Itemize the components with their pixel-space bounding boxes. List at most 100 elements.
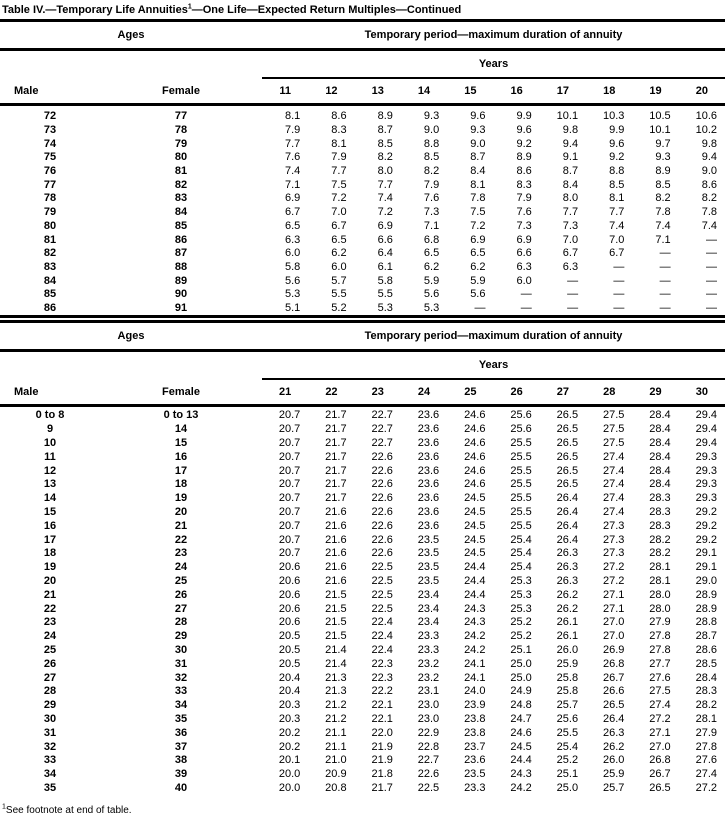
multiple-value: 21.5 [325, 588, 347, 601]
multiple-value: 24.3 [464, 616, 486, 629]
multiple-value: 27.1 [602, 602, 625, 615]
multiple-value: 23.6 [417, 423, 440, 436]
multiple-value: 25.5 [510, 464, 532, 477]
multiple-value: 22.7 [371, 423, 393, 436]
multiple-value: 21.7 [325, 450, 347, 463]
multiple-value: 6.7 [285, 206, 301, 219]
multiple-value: 26.3 [556, 561, 579, 574]
multiple-value: — [706, 260, 718, 273]
multiple-value: 26.0 [556, 643, 579, 656]
multiple-value: 5.1 [285, 301, 301, 314]
multiple-value: 7.9 [331, 151, 347, 164]
multiple-value: 25.3 [510, 588, 532, 601]
female-age: 23 [174, 547, 188, 560]
male-age: 0 to 8 [35, 409, 65, 422]
multiple-value: 25.8 [556, 671, 579, 684]
multiple-value: 22.3 [371, 657, 393, 670]
multiple-value: 7.8 [655, 206, 671, 219]
multiple-value: 9.2 [609, 151, 625, 164]
multiple-value: — [659, 301, 671, 314]
female-age: 31 [174, 657, 188, 670]
multiple-value: 9.7 [655, 137, 671, 150]
multiple-value: 28.9 [695, 602, 718, 615]
multiple-value: 20.6 [278, 574, 301, 587]
male-age: 19 [43, 561, 57, 574]
multiple-value: 20.7 [278, 409, 301, 422]
multiple-value: — [520, 301, 532, 314]
multiple-value: 29.0 [695, 574, 718, 587]
multiple-value: 22.1 [371, 712, 393, 725]
male-age: 20 [43, 574, 57, 587]
table-row: 82 87 6.0 6.2 6.4 6.5 6.5 6.6 6.7 6.7 — — [0, 247, 725, 261]
multiple-value: 23.2 [417, 671, 440, 684]
multiple-value: 23.1 [417, 685, 440, 698]
table-row: 0 to 8 0 to 13 20.7 21.7 22.7 23.6 24.6 25.6 26.… [0, 406, 725, 423]
column-header-year: 24 [417, 386, 431, 398]
multiple-value: 9.2 [516, 137, 532, 150]
multiple-value: 28.4 [649, 478, 671, 491]
multiple-value: 8.8 [609, 165, 625, 178]
female-age: 79 [174, 137, 188, 150]
multiple-value: 21.7 [325, 409, 347, 422]
multiple-value: 8.7 [562, 165, 579, 178]
multiple-value: 8.5 [655, 178, 671, 191]
multiple-value: 22.5 [371, 574, 393, 587]
multiple-value: 7.3 [516, 219, 532, 232]
multiple-value: 25.7 [556, 699, 579, 712]
multiple-value: 26.4 [556, 492, 579, 505]
multiple-value: 23.6 [417, 478, 440, 491]
multiple-value: 26.4 [556, 533, 579, 546]
years-header: Years [262, 49, 725, 79]
female-age: 37 [174, 740, 188, 753]
table-row: 31 36 20.2 21.1 22.0 22.9 23.8 24.6 25.5 26.3 27.1… [0, 726, 725, 740]
multiple-value: 24.4 [464, 574, 486, 587]
multiple-value: 28.0 [649, 588, 671, 601]
multiple-value: 6.9 [470, 233, 486, 246]
multiple-value: 27.9 [649, 616, 671, 629]
multiple-value: 25.3 [510, 574, 532, 587]
multiple-value: 5.3 [377, 301, 393, 314]
multiple-value: — [706, 247, 718, 260]
multiple-value: 22.2 [371, 685, 393, 698]
male-age: 22 [43, 602, 57, 615]
table-row: 16 21 20.7 21.6 22.6 23.6 24.5 25.5 26.4 27.3 28.3… [0, 519, 725, 533]
multiple-value: 8.6 [516, 165, 532, 178]
table-row: 27 32 20.4 21.3 22.3 23.2 24.1 25.0 25.8 26.7 27.6… [0, 671, 725, 685]
multiple-value: 21.7 [325, 464, 347, 477]
multiple-value: 22.7 [371, 409, 393, 422]
multiple-value: 25.4 [510, 533, 532, 546]
multiple-value: 20.6 [278, 561, 301, 574]
multiple-value: 23.8 [464, 712, 486, 725]
multiple-value: 29.3 [695, 464, 718, 477]
multiple-value: 6.0 [516, 274, 532, 287]
multiple-value: 26.1 [556, 630, 579, 643]
multiple-value: 27.1 [649, 726, 671, 739]
multiple-value: 8.3 [516, 178, 532, 191]
female-age: 91 [174, 301, 188, 314]
multiple-value: 22.5 [371, 561, 393, 574]
multiple-value: — [659, 288, 671, 301]
multiple-value: 10.6 [695, 110, 718, 123]
multiple-value: 20.7 [278, 436, 301, 449]
female-age: 80 [174, 151, 188, 164]
multiple-value: 20.7 [278, 492, 301, 505]
multiple-value: 10.1 [649, 124, 671, 137]
multiple-value: — [659, 274, 671, 287]
multiple-value: 25.7 [602, 781, 625, 794]
male-age: 85 [43, 288, 57, 301]
multiple-value: 21.7 [371, 781, 393, 794]
female-header: Female [162, 385, 200, 398]
multiple-value: 25.6 [510, 423, 532, 436]
multiple-value: 26.5 [556, 450, 579, 463]
multiple-value: 27.2 [602, 574, 625, 587]
multiple-value: 23.6 [417, 492, 440, 505]
multiple-value: 28.1 [649, 574, 671, 587]
multiple-value: — [474, 301, 486, 314]
multiple-value: 6.0 [285, 247, 301, 260]
multiple-value: 20.7 [278, 464, 301, 477]
male-age: 75 [43, 151, 57, 164]
multiple-value: 7.7 [377, 178, 393, 191]
female-age: 85 [174, 219, 188, 232]
multiple-value: 7.8 [701, 206, 718, 219]
male-age: 82 [43, 247, 57, 260]
